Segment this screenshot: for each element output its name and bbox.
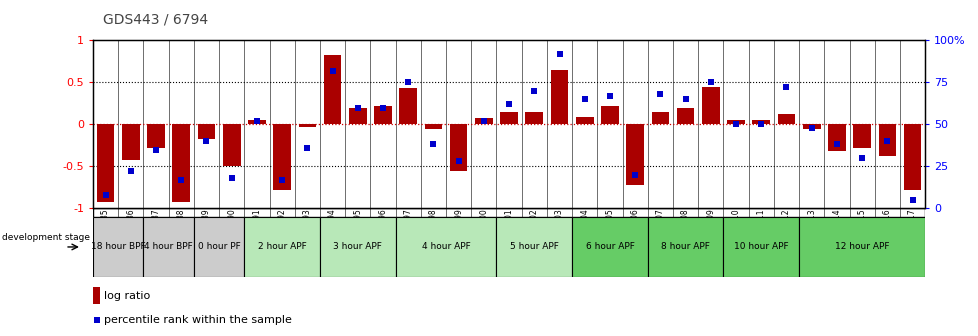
- Bar: [853, 124, 870, 148]
- Text: GSM4596: GSM4596: [378, 208, 387, 245]
- Text: percentile rank within the sample: percentile rank within the sample: [104, 315, 291, 325]
- Bar: [798, 217, 924, 277]
- Bar: [374, 106, 391, 124]
- Text: GSM4589: GSM4589: [201, 208, 211, 245]
- Text: 18 hour BPF: 18 hour BPF: [91, 243, 146, 251]
- Bar: [198, 124, 215, 139]
- Bar: [147, 124, 164, 148]
- Bar: [172, 124, 190, 202]
- Bar: [320, 217, 395, 277]
- Bar: [395, 217, 496, 277]
- Bar: [273, 124, 290, 190]
- Text: GSM4612: GSM4612: [781, 208, 790, 245]
- Text: GSM4587: GSM4587: [152, 208, 160, 245]
- Text: GSM4617: GSM4617: [908, 208, 916, 245]
- Bar: [550, 70, 568, 124]
- Bar: [144, 217, 194, 277]
- Text: 10 hour APF: 10 hour APF: [734, 243, 787, 251]
- Bar: [247, 120, 265, 124]
- Bar: [122, 124, 140, 160]
- Text: 4 hour BPF: 4 hour BPF: [144, 243, 193, 251]
- Text: log ratio: log ratio: [104, 291, 150, 301]
- Text: GSM4605: GSM4605: [604, 208, 614, 245]
- Bar: [827, 124, 845, 151]
- Text: GSM4597: GSM4597: [403, 208, 413, 245]
- Bar: [777, 114, 794, 124]
- Text: GSM4586: GSM4586: [126, 208, 135, 245]
- Bar: [575, 117, 593, 124]
- Bar: [626, 124, 644, 185]
- Bar: [651, 112, 669, 124]
- Text: GSM4603: GSM4603: [555, 208, 563, 245]
- Bar: [194, 217, 244, 277]
- Text: GSM4611: GSM4611: [756, 208, 765, 245]
- Bar: [348, 108, 366, 124]
- Bar: [903, 124, 920, 190]
- Bar: [474, 118, 492, 124]
- Bar: [93, 287, 100, 304]
- Text: GSM4607: GSM4607: [655, 208, 664, 245]
- Text: GSM4594: GSM4594: [328, 208, 336, 245]
- Text: 8 hour APF: 8 hour APF: [660, 243, 709, 251]
- Bar: [723, 217, 798, 277]
- Bar: [93, 217, 144, 277]
- Text: 6 hour APF: 6 hour APF: [585, 243, 634, 251]
- Text: 12 hour APF: 12 hour APF: [834, 243, 888, 251]
- Bar: [802, 124, 820, 128]
- Bar: [496, 217, 571, 277]
- Bar: [752, 120, 770, 124]
- Bar: [727, 120, 744, 124]
- Text: 4 hour APF: 4 hour APF: [422, 243, 470, 251]
- Text: GSM4599: GSM4599: [454, 208, 463, 245]
- Bar: [701, 86, 719, 124]
- Text: development stage: development stage: [2, 234, 90, 242]
- Text: 3 hour APF: 3 hour APF: [333, 243, 381, 251]
- Text: GSM4609: GSM4609: [705, 208, 715, 245]
- Bar: [449, 124, 467, 170]
- Bar: [500, 112, 517, 124]
- Text: GSM4598: GSM4598: [428, 208, 437, 245]
- Bar: [525, 112, 543, 124]
- Text: GSM4604: GSM4604: [580, 208, 589, 245]
- Text: GSM4601: GSM4601: [504, 208, 513, 245]
- Text: GSM4600: GSM4600: [479, 208, 488, 245]
- Text: GSM4613: GSM4613: [806, 208, 816, 245]
- Bar: [571, 217, 647, 277]
- Text: GSM4616: GSM4616: [882, 208, 891, 245]
- Text: GSM4591: GSM4591: [252, 208, 261, 245]
- Text: GSM4593: GSM4593: [302, 208, 312, 245]
- Bar: [676, 108, 693, 124]
- Text: GSM4590: GSM4590: [227, 208, 236, 245]
- Bar: [223, 124, 241, 166]
- Text: GSM4614: GSM4614: [831, 208, 840, 245]
- Text: GSM4610: GSM4610: [731, 208, 739, 245]
- Text: 2 hour APF: 2 hour APF: [257, 243, 306, 251]
- Text: GSM4585: GSM4585: [101, 208, 110, 245]
- Bar: [324, 55, 341, 124]
- Text: GSM4606: GSM4606: [630, 208, 639, 245]
- Text: 5 hour APF: 5 hour APF: [510, 243, 558, 251]
- Text: 0 hour PF: 0 hour PF: [198, 243, 241, 251]
- Bar: [647, 217, 723, 277]
- Bar: [244, 217, 320, 277]
- Bar: [298, 124, 316, 127]
- Bar: [97, 124, 114, 202]
- Bar: [600, 106, 618, 124]
- Bar: [877, 124, 895, 156]
- Text: GSM4602: GSM4602: [529, 208, 538, 245]
- Text: GSM4615: GSM4615: [857, 208, 866, 245]
- Text: GSM4595: GSM4595: [353, 208, 362, 245]
- Bar: [399, 88, 417, 124]
- Bar: [424, 124, 442, 128]
- Text: GSM4588: GSM4588: [177, 208, 186, 245]
- Text: GSM4592: GSM4592: [278, 208, 287, 245]
- Text: GSM4608: GSM4608: [681, 208, 689, 245]
- Text: GDS443 / 6794: GDS443 / 6794: [103, 13, 207, 27]
